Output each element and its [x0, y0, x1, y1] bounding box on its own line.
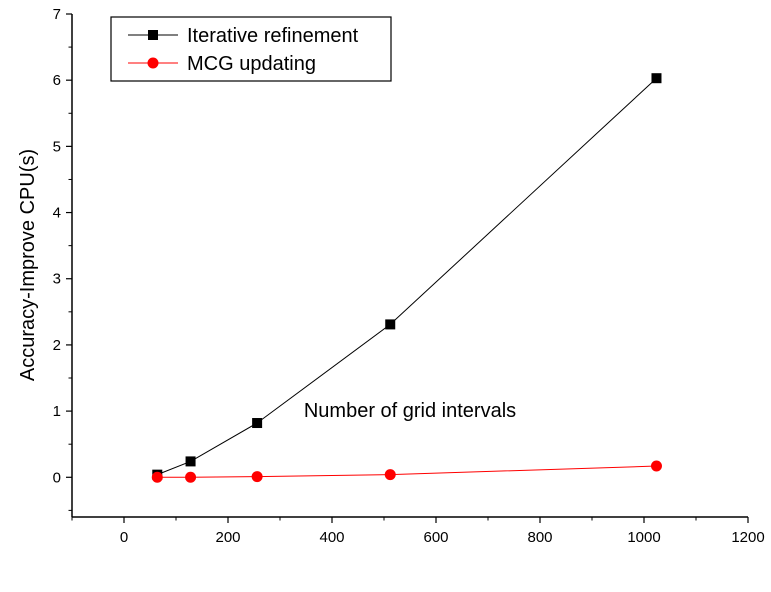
x-tick-label: 600	[423, 529, 448, 546]
data-point-circle	[251, 471, 263, 483]
data-point-square	[385, 319, 396, 330]
y-tick-label: 1	[53, 403, 61, 420]
x-axis-title: Number of grid intervals	[304, 400, 516, 422]
x-tick-label: 0	[120, 529, 128, 546]
data-point-circle	[650, 460, 662, 472]
legend-item-iterative: Iterative refinement	[128, 25, 359, 47]
data-point-square	[651, 73, 662, 84]
legend-label-iterative: Iterative refinement	[187, 25, 359, 47]
y-axis-ticks: 0 1 2 3 4 5 6 7	[53, 6, 72, 511]
x-axis-ticks: 0 200 400 600 800 1000 1200	[71, 517, 765, 546]
y-tick-label: 6	[53, 72, 61, 89]
data-point-circle	[151, 471, 163, 483]
series-layer	[151, 73, 662, 483]
series-line-2	[157, 465, 657, 478]
y-tick-label: 0	[53, 469, 61, 486]
data-point-square	[185, 456, 196, 467]
data-point-circle	[384, 469, 396, 481]
legend-marker-square	[148, 30, 158, 40]
legend: Iterative refinement MCG updating	[110, 16, 392, 82]
x-tick-label: 200	[215, 529, 240, 546]
y-axis-title: Accuracy-Improve CPU(s)	[17, 149, 39, 381]
y-tick-label: 4	[53, 205, 61, 222]
y-tick-label: 7	[53, 6, 61, 23]
x-tick-label: 800	[527, 529, 552, 546]
x-tick-label: 1200	[731, 529, 764, 546]
legend-label-mcg: MCG updating	[187, 53, 316, 75]
data-point-square	[252, 418, 263, 429]
legend-item-mcg: MCG updating	[128, 53, 316, 75]
x-tick-label: 400	[319, 529, 344, 546]
legend-box	[110, 16, 392, 82]
y-tick-label: 2	[53, 337, 61, 354]
y-tick-label: 5	[53, 138, 61, 155]
data-point-circle	[185, 471, 197, 483]
y-tick-label: 3	[53, 271, 61, 288]
x-tick-label: 1000	[627, 529, 660, 546]
plot-frame	[71, 14, 748, 518]
legend-marker-circle	[147, 57, 159, 69]
